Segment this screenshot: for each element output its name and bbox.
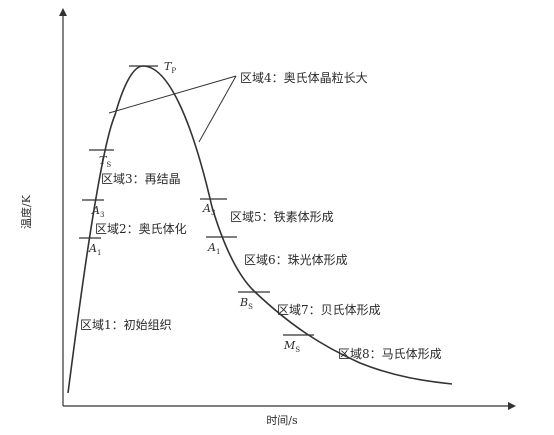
ms-marker: MS	[283, 339, 300, 354]
region3-label: 区域3：再结晶	[101, 172, 181, 186]
x-axis-label: 时间/s	[266, 414, 298, 427]
region2-label: 区域2：奥氏体化	[95, 222, 187, 236]
a3-cool-marker: A3	[202, 202, 215, 217]
region4-leader-left	[108, 75, 237, 114]
region4-label: 区域4：奥氏体晶粒长大	[240, 70, 368, 85]
y-axis-label: 温度/K	[19, 194, 33, 229]
thermal-cycle-curve	[67, 65, 453, 394]
region1-label: 区域1：初始组织	[80, 318, 172, 332]
region8-label: 区域8：马氏体形成	[338, 347, 442, 361]
region5-label: 区域5：铁素体形成	[230, 210, 334, 224]
a1-cool-marker: A1	[207, 241, 220, 256]
a1-heat-marker: A1	[88, 242, 101, 257]
region6-label: 区域6：珠光体形成	[244, 253, 348, 267]
ts-marker: TS	[99, 154, 111, 169]
bs-marker: BS	[239, 296, 253, 311]
region4-leader-right	[198, 75, 237, 143]
a3-heat-marker: A3	[91, 204, 104, 219]
tp-marker: TP	[164, 60, 176, 75]
region7-label: 区域7：贝氏体形成	[277, 303, 381, 317]
